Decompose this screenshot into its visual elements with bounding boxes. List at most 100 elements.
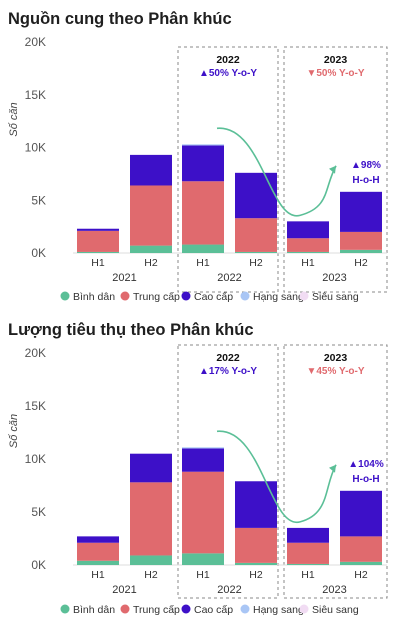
y-axis-label: Số căn — [8, 414, 20, 448]
chart-title: Lượng tiêu thụ theo Phân khúc — [8, 321, 254, 339]
chart-title: Nguồn cung theo Phân khúc — [8, 10, 232, 28]
bar-segment — [182, 145, 224, 182]
bar-segment — [77, 560, 119, 565]
year-highlight-box — [283, 344, 388, 599]
annotation-yoy-change: ▲50% Y-o-Y — [199, 68, 257, 79]
bar-segment — [182, 553, 224, 565]
legend-label: Hạng sang — [253, 604, 304, 616]
legend-swatch — [240, 291, 250, 301]
legend-swatch — [299, 604, 309, 614]
chart-panel-2: Lượng tiêu thụ theo Phân khúc 2022 ▲17% Y-… — [8, 321, 388, 616]
year-group-label: 2022 — [217, 272, 241, 284]
bar-segment — [340, 561, 382, 565]
legend-item: Cao cấp — [181, 291, 233, 303]
legend-item: Siêu sang — [299, 291, 359, 303]
y-tick-label: 10K — [25, 141, 46, 155]
y-axis-label: Số căn — [8, 102, 20, 136]
bar-segment — [130, 555, 172, 565]
legend-swatch — [240, 604, 250, 614]
legend-swatch — [120, 291, 130, 301]
trend-arrowhead — [329, 165, 336, 174]
trend-arrow — [216, 127, 337, 217]
trend-arrowhead — [329, 464, 336, 473]
year-highlight-box — [177, 46, 279, 293]
legend-label: Siêu sang — [312, 291, 359, 303]
bar-segment — [77, 251, 119, 253]
legend-swatch — [181, 291, 191, 301]
bar-segment — [235, 562, 277, 565]
legend-item: Trung cấp — [120, 291, 180, 303]
legend-item: Bình dân — [60, 291, 115, 303]
bar-segment — [340, 536, 382, 562]
y-tick-label: 0K — [31, 558, 46, 572]
x-tick-label: H2 — [144, 257, 158, 269]
bar-segment — [287, 238, 329, 252]
legend-swatch — [120, 604, 130, 614]
hoh-label: H-o-H — [352, 474, 379, 485]
annotation-year: 2023 — [324, 352, 348, 364]
bar-segment — [340, 231, 382, 250]
annotation-year: 2022 — [216, 54, 240, 66]
chart-panel-1: Nguồn cung theo Phân khúc 2022 ▲50% Y-o-Y 2… — [8, 10, 388, 303]
hoh-label: H-o-H — [352, 175, 379, 186]
legend-item: Trung cấp — [120, 604, 180, 616]
y-tick-label: 15K — [25, 399, 46, 413]
bar-segment — [340, 249, 382, 253]
y-tick-label: 0K — [31, 246, 46, 260]
bar-segment — [182, 447, 224, 449]
y-tick-label: 20K — [25, 35, 46, 49]
bar-segment — [287, 527, 329, 543]
legend-swatch — [299, 291, 309, 301]
bar-segment — [235, 481, 277, 528]
legend-label: Hạng sang — [253, 291, 304, 303]
x-tick-label: H1 — [91, 569, 105, 581]
bar-segment — [287, 563, 329, 565]
year-group-label: 2023 — [322, 272, 346, 284]
annotation-yoy-change: ▼45% Y-o-Y — [306, 366, 364, 377]
legend-item: Hạng sang — [240, 604, 304, 616]
legend-label: Siêu sang — [312, 604, 359, 616]
x-tick-label: H1 — [91, 257, 105, 269]
year-group-label: 2023 — [322, 584, 346, 596]
trend-arrow — [216, 430, 337, 523]
bar-segment — [182, 448, 224, 472]
bar-segment — [287, 251, 329, 253]
y-tick-label: 20K — [25, 346, 46, 360]
bar-segment — [77, 542, 119, 561]
x-tick-label: H2 — [249, 569, 263, 581]
legend-swatch — [60, 604, 70, 614]
hoh-change: ▲104% — [348, 459, 384, 470]
legend-swatch — [60, 291, 70, 301]
bar-segment — [235, 527, 277, 563]
x-tick-label: H1 — [196, 569, 210, 581]
legend-label: Cao cấp — [194, 291, 233, 303]
legend-label: Bình dân — [73, 291, 115, 303]
bar-segment — [340, 490, 382, 537]
legend-item: Siêu sang — [299, 604, 359, 616]
bar-segment — [182, 181, 224, 245]
legend-label: Trung cấp — [133, 291, 180, 303]
legend-swatch — [181, 604, 191, 614]
annotation-yoy-change: ▼50% Y-o-Y — [306, 68, 364, 79]
annotation-year: 2022 — [216, 352, 240, 364]
bar-segment — [130, 154, 172, 186]
bar-segment — [130, 185, 172, 246]
x-tick-label: H2 — [354, 257, 368, 269]
y-tick-label: 15K — [25, 88, 46, 102]
bar-segment — [130, 482, 172, 556]
x-tick-label: H2 — [354, 569, 368, 581]
bar-segment — [182, 244, 224, 253]
legend-item: Bình dân — [60, 604, 115, 616]
bar-segment — [130, 453, 172, 483]
bar-segment — [287, 542, 329, 564]
bar-segment — [235, 172, 277, 219]
legend-label: Bình dân — [73, 604, 115, 616]
legend-item: Cao cấp — [181, 604, 233, 616]
bar-segment — [130, 245, 172, 253]
annotation-year: 2023 — [324, 54, 348, 66]
y-tick-label: 5K — [31, 505, 46, 519]
bar-segment — [182, 144, 224, 146]
legend-label: Cao cấp — [194, 604, 233, 616]
year-group-label: 2022 — [217, 584, 241, 596]
x-tick-label: H1 — [301, 569, 315, 581]
